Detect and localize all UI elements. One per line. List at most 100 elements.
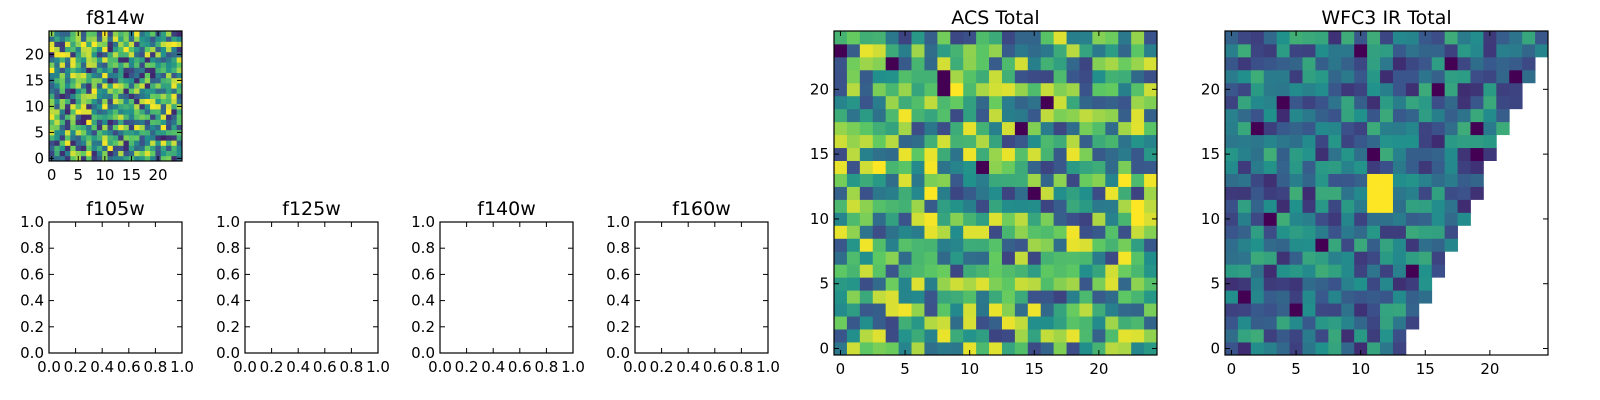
heatmap-cell <box>1225 264 1239 278</box>
heatmap-cell <box>1328 82 1342 97</box>
heatmap-cell <box>166 145 172 151</box>
heatmap-cell <box>1444 199 1458 213</box>
heatmap-cell <box>911 134 925 149</box>
heatmap-cell <box>144 41 151 47</box>
heatmap-cell <box>950 95 964 110</box>
heatmap-cell <box>1341 264 1355 278</box>
heatmap-cell <box>75 129 82 136</box>
y-tick-label: 0 <box>1210 340 1220 358</box>
heatmap-cell <box>937 69 951 84</box>
heatmap-cell <box>1263 134 1278 149</box>
heatmap-cell <box>846 56 861 71</box>
heatmap-cell <box>1144 186 1158 200</box>
heatmap-cell <box>1315 238 1329 252</box>
heatmap-cell <box>1250 186 1265 200</box>
heatmap-cell <box>75 150 82 157</box>
heatmap-cell <box>911 290 925 304</box>
heatmap-cell <box>1315 147 1329 161</box>
heatmap-cell <box>139 140 146 146</box>
heatmap-cell <box>134 31 140 37</box>
heatmap-cell <box>150 145 156 151</box>
heatmap-cell <box>1237 186 1252 200</box>
heatmap-cell <box>75 140 82 146</box>
heatmap-cell <box>166 46 172 53</box>
heatmap-cell <box>846 82 861 97</box>
heatmap-cell <box>139 114 146 120</box>
heatmap-cell <box>102 140 108 146</box>
heatmap-cell <box>1040 264 1055 278</box>
heatmap-cell <box>1250 31 1265 45</box>
heatmap-cell <box>1263 121 1278 136</box>
heatmap-cell <box>1040 303 1055 317</box>
heatmap-cell <box>1001 31 1016 45</box>
heatmap-cell <box>950 82 964 97</box>
heatmap-cell <box>96 51 103 58</box>
heatmap-cell <box>898 82 912 97</box>
heatmap-cell <box>1079 31 1093 45</box>
heatmap-cell <box>1092 238 1106 252</box>
heatmap-cell <box>139 77 146 84</box>
heatmap-cell <box>1250 316 1265 330</box>
heatmap-cell <box>1001 121 1016 136</box>
heatmap-cell <box>1014 199 1029 213</box>
heatmap-cell <box>171 135 178 141</box>
heatmap-cell <box>96 135 103 141</box>
heatmap-cell <box>1276 108 1290 123</box>
heatmap-cell <box>834 108 848 123</box>
heatmap-cell <box>1457 82 1471 97</box>
heatmap-cell <box>123 88 130 94</box>
heatmap-cell <box>75 135 82 141</box>
heatmap-cell <box>49 145 55 151</box>
y-tick-label: 1.0 <box>20 213 44 231</box>
heatmap-cell <box>176 119 183 125</box>
heatmap-cell <box>1276 199 1290 213</box>
heatmap-cell <box>144 145 151 151</box>
heatmap-cell <box>1225 121 1239 136</box>
heatmap-cell <box>976 56 990 71</box>
heatmap-cell <box>1250 160 1265 174</box>
heatmap-cell <box>112 31 119 37</box>
heatmap-cell <box>1237 69 1252 84</box>
heatmap-cell <box>176 145 183 151</box>
heatmap-cell <box>1118 108 1132 123</box>
heatmap-cell <box>1040 108 1055 123</box>
heatmap-cell <box>1315 290 1329 304</box>
axes-frame <box>439 221 574 354</box>
heatmap-cell <box>1225 342 1239 356</box>
heatmap-cell <box>1405 173 1420 187</box>
heatmap-cell <box>54 93 61 99</box>
heatmap-cell <box>171 57 178 63</box>
heatmap-cell <box>1263 251 1278 265</box>
heatmap-cell <box>989 134 1003 149</box>
heatmap-cell <box>86 31 92 37</box>
heatmap-cell <box>49 135 55 141</box>
x-tick-label: 5 <box>1291 360 1301 378</box>
heatmap-cell <box>1328 121 1342 136</box>
heatmap-cell <box>834 290 848 304</box>
heatmap-cell <box>64 67 71 73</box>
heatmap-cell <box>70 114 76 120</box>
heatmap-cell <box>1470 121 1484 136</box>
heatmap-cell <box>1431 134 1446 149</box>
heatmap-cell <box>1341 121 1355 136</box>
heatmap-cell <box>128 46 135 53</box>
heatmap-cell <box>64 114 71 120</box>
heatmap-cell <box>1053 264 1067 278</box>
heatmap-cell <box>963 56 977 71</box>
heatmap-cell <box>1367 238 1381 252</box>
heatmap-cell <box>166 93 172 99</box>
heatmap-cell <box>96 124 103 131</box>
heatmap-cell <box>924 199 938 213</box>
heatmap-cell <box>1053 31 1067 45</box>
heatmap-cell <box>1418 212 1433 226</box>
heatmap-cell <box>1380 329 1394 343</box>
heatmap-cell <box>1131 56 1145 71</box>
heatmap-cell <box>96 109 103 115</box>
heatmap-cell <box>911 108 925 123</box>
heatmap-cell <box>1302 290 1316 304</box>
heatmap-cell <box>911 147 925 161</box>
heatmap-cell <box>1315 199 1329 213</box>
heatmap-cell <box>1392 173 1407 187</box>
heatmap-cell <box>86 57 92 63</box>
